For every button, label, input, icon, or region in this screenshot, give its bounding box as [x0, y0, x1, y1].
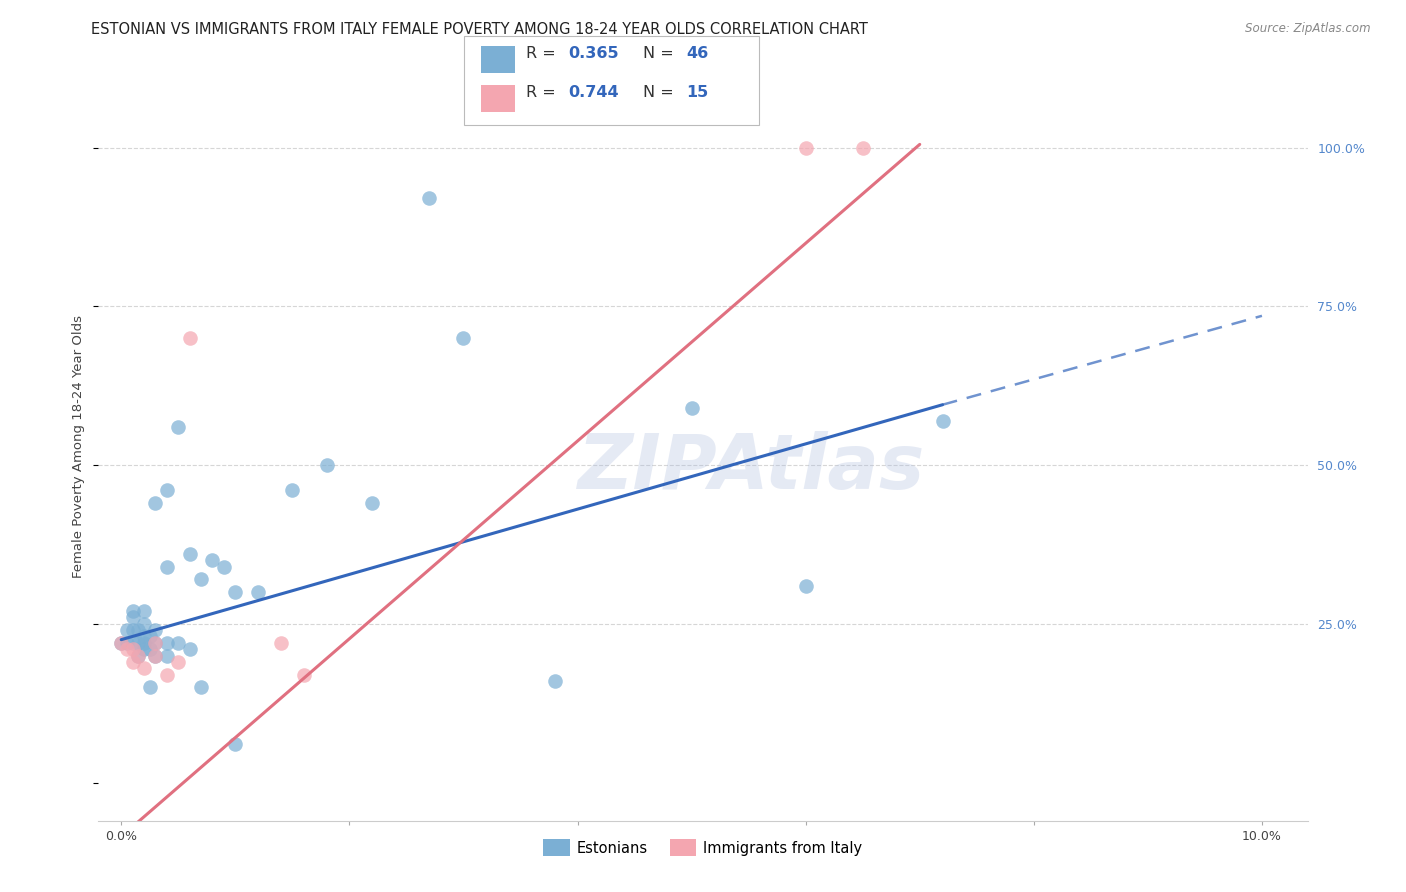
Point: [145, 496, 167, 510]
Point: [156, 636, 179, 650]
Point: [247, 585, 270, 599]
Text: R =: R =: [526, 46, 561, 62]
Point: [127, 623, 149, 637]
Point: [110, 636, 132, 650]
Text: R =: R =: [526, 85, 561, 100]
Point: [115, 623, 138, 637]
Text: N =: N =: [643, 85, 679, 100]
Point: [224, 585, 246, 599]
Point: [132, 636, 155, 650]
Point: [167, 636, 190, 650]
Point: [121, 642, 143, 657]
Point: [190, 681, 212, 695]
Text: ESTONIAN VS IMMIGRANTS FROM ITALY FEMALE POVERTY AMONG 18-24 YEAR OLDS CORRELATI: ESTONIAN VS IMMIGRANTS FROM ITALY FEMALE…: [91, 22, 869, 37]
Point: [315, 458, 337, 472]
Point: [794, 140, 817, 154]
Point: [361, 496, 384, 510]
Point: [270, 636, 292, 650]
Point: [167, 420, 190, 434]
Point: [139, 681, 162, 695]
Point: [132, 630, 155, 644]
Point: [167, 655, 190, 669]
Point: [179, 331, 201, 345]
Point: [132, 616, 155, 631]
Point: [121, 636, 143, 650]
Text: 46: 46: [686, 46, 709, 62]
Point: [681, 401, 703, 415]
Point: [156, 559, 179, 574]
Point: [145, 636, 167, 650]
Point: [156, 648, 179, 663]
Point: [132, 661, 155, 675]
Text: 0.365: 0.365: [568, 46, 619, 62]
Point: [145, 648, 167, 663]
Text: N =: N =: [643, 46, 679, 62]
Point: [156, 667, 179, 681]
Point: [145, 648, 167, 663]
Y-axis label: Female Poverty Among 18-24 Year Olds: Female Poverty Among 18-24 Year Olds: [72, 315, 86, 577]
Point: [145, 623, 167, 637]
Point: [121, 604, 143, 618]
Point: [212, 559, 235, 574]
Text: 15: 15: [686, 85, 709, 100]
Legend: Estonians, Immigrants from Italy: Estonians, Immigrants from Italy: [537, 833, 869, 862]
Point: [544, 673, 567, 688]
Point: [931, 414, 953, 428]
Point: [132, 642, 155, 657]
Point: [139, 642, 162, 657]
Point: [121, 655, 143, 669]
Text: ZIPAtlas: ZIPAtlas: [578, 432, 925, 506]
Text: 0.744: 0.744: [568, 85, 619, 100]
Point: [190, 572, 212, 586]
Point: [179, 642, 201, 657]
Point: [127, 648, 149, 663]
Point: [115, 636, 138, 650]
Point: [110, 636, 132, 650]
Point: [453, 331, 475, 345]
Point: [145, 636, 167, 650]
Point: [127, 636, 149, 650]
Point: [201, 553, 224, 567]
Point: [121, 623, 143, 637]
Point: [224, 738, 246, 752]
Point: [121, 610, 143, 624]
Point: [127, 648, 149, 663]
Point: [139, 630, 162, 644]
Point: [418, 191, 440, 205]
Point: [179, 547, 201, 561]
Point: [132, 604, 155, 618]
Point: [156, 483, 179, 498]
Point: [852, 140, 875, 154]
Text: Source: ZipAtlas.com: Source: ZipAtlas.com: [1246, 22, 1371, 36]
Point: [292, 667, 315, 681]
Point: [281, 483, 304, 498]
Point: [794, 579, 817, 593]
Point: [115, 642, 138, 657]
